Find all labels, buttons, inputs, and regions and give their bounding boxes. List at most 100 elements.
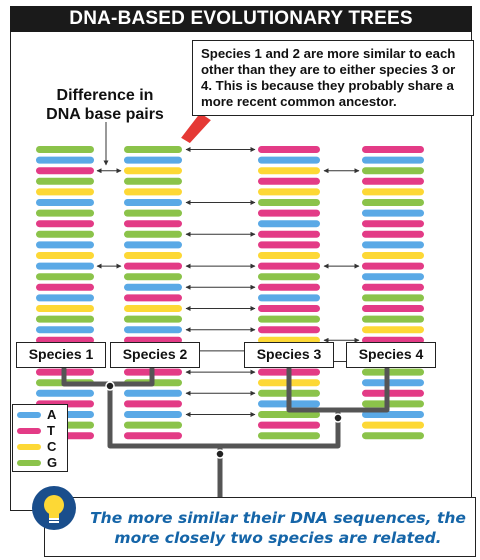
base-bar-s1-3 — [36, 167, 94, 175]
base-bar-s4-28 — [362, 432, 424, 440]
base-bar-s1-1 — [36, 146, 94, 153]
legend-swatch-g — [17, 460, 41, 466]
base-bar-s4-4 — [362, 177, 424, 185]
base-bar-s3-17 — [258, 315, 320, 323]
legend-letter-c: C — [47, 439, 57, 454]
base-bar-s3-10 — [258, 241, 320, 249]
base-bar-s4-12 — [362, 262, 424, 270]
base-bar-s2-16 — [124, 305, 182, 312]
legend-swatch-c — [17, 444, 41, 450]
base-bar-s2-14 — [124, 283, 182, 291]
base-bar-s4-22 — [362, 368, 424, 376]
base-bar-s4-13 — [362, 273, 424, 281]
base-bar-s4-18 — [362, 326, 424, 334]
base-bar-s1-10 — [36, 241, 94, 249]
legend-item-t: T — [17, 423, 65, 438]
base-bar-s2-12 — [124, 262, 182, 270]
base-bar-s3-18 — [258, 326, 320, 334]
base-bar-s2-26 — [124, 411, 182, 418]
base-bar-s3-7 — [258, 209, 320, 217]
base-bar-s2-2 — [124, 156, 182, 164]
base-bar-s3-1 — [258, 146, 320, 153]
similarity-callout: Species 1 and 2 are more similar to each… — [192, 40, 474, 116]
base-bar-s3-14 — [258, 283, 320, 291]
species-4-label: Species 4 — [346, 342, 436, 368]
legend-letter-a: A — [47, 407, 57, 422]
base-bar-s1-6 — [36, 199, 94, 206]
base-bar-s4-5 — [362, 188, 424, 196]
base-bar-s4-3 — [362, 167, 424, 175]
base-bar-s2-5 — [124, 188, 182, 196]
legend-item-c: C — [17, 439, 65, 454]
base-bar-s1-14 — [36, 283, 94, 291]
base-bar-s2-8 — [124, 220, 182, 228]
base-bar-s1-8 — [36, 220, 94, 228]
base-bar-s2-27 — [124, 421, 182, 429]
legend-item-a: A — [17, 407, 65, 422]
base-bar-s3-15 — [258, 294, 320, 302]
legend-swatch-t — [17, 428, 41, 434]
base-bar-s3-13 — [258, 273, 320, 281]
base-bar-s4-8 — [362, 220, 424, 228]
legend-letter-t: T — [47, 423, 55, 438]
base-bar-s1-16 — [36, 305, 94, 312]
base-bar-s2-9 — [124, 230, 182, 238]
base-bar-s3-6 — [258, 199, 320, 206]
species-2-label: Species 2 — [110, 342, 200, 368]
base-bar-s2-10 — [124, 241, 182, 249]
base-bar-s1-5 — [36, 188, 94, 196]
base-bar-s1-13 — [36, 273, 94, 281]
base-bar-s3-28 — [258, 432, 320, 440]
ancestor-node-2 — [333, 413, 343, 423]
base-bar-s3-5 — [258, 188, 320, 196]
base-bar-s3-11 — [258, 252, 320, 259]
base-bar-s3-27 — [258, 421, 320, 429]
base-bar-s3-12 — [258, 262, 320, 270]
base-bar-s2-24 — [124, 389, 182, 397]
base-bar-s2-18 — [124, 326, 182, 334]
base-bar-s2-17 — [124, 315, 182, 323]
base-bar-s3-4 — [258, 177, 320, 185]
base-bar-s1-12 — [36, 262, 94, 270]
base-bar-s2-28 — [124, 432, 182, 440]
lightbulb-icon — [44, 495, 64, 523]
base-bar-s3-9 — [258, 230, 320, 238]
base-bar-s1-2 — [36, 156, 94, 164]
base-bar-s1-11 — [36, 252, 94, 259]
base-bar-s3-26 — [258, 411, 320, 418]
base-bar-s4-17 — [362, 315, 424, 323]
base-bar-s4-16 — [362, 305, 424, 312]
base-bar-s1-9 — [36, 230, 94, 238]
base-bar-s2-15 — [124, 294, 182, 302]
base-bar-s4-11 — [362, 252, 424, 259]
base-bar-s2-6 — [124, 199, 182, 206]
legend-letter-g: G — [47, 455, 58, 470]
base-bar-s1-18 — [36, 326, 94, 334]
base-bar-s4-23 — [362, 379, 424, 387]
base-bar-s4-14 — [362, 283, 424, 291]
species-3-label: Species 3 — [244, 342, 334, 368]
base-bar-s4-7 — [362, 209, 424, 217]
species-1-label: Species 1 — [16, 342, 106, 368]
base-bar-s2-13 — [124, 273, 182, 281]
base-bar-s4-27 — [362, 421, 424, 429]
base-bar-s4-10 — [362, 241, 424, 249]
base-bar-s4-2 — [362, 156, 424, 164]
base-bar-s4-1 — [362, 146, 424, 153]
base-bar-s3-16 — [258, 305, 320, 312]
base-bar-s4-26 — [362, 411, 424, 418]
base-bar-s1-7 — [36, 209, 94, 217]
summary-text: The more similar their DNA sequences, th… — [90, 509, 466, 547]
base-bar-s2-11 — [124, 252, 182, 259]
base-bar-s1-15 — [36, 294, 94, 302]
summary-bar: The more similar their DNA sequences, th… — [44, 497, 476, 557]
lightbulb-badge — [32, 486, 76, 530]
diagram-title: DNA-BASED EVOLUTIONARY TREES — [10, 6, 472, 32]
ancestor-node-3 — [215, 449, 225, 459]
ancestor-node-1 — [105, 381, 115, 391]
tree-branch-ancestors — [107, 383, 341, 449]
base-pair-legend: A T C G — [12, 404, 68, 472]
base-bar-s2-4 — [124, 177, 182, 185]
base-bar-s4-25 — [362, 400, 424, 408]
